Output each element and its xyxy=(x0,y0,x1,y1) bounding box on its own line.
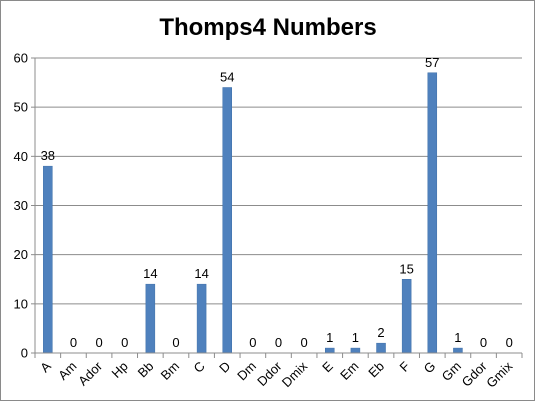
y-axis-ticks: 0 10 20 30 40 50 60 xyxy=(14,51,35,361)
x-tick-label: Bm xyxy=(158,359,182,383)
x-tick-label: Ddor xyxy=(254,358,285,389)
gridlines xyxy=(35,57,522,305)
data-label: 1 xyxy=(326,330,333,345)
x-tick-label: Dmix xyxy=(279,358,311,390)
y-tick-label: 40 xyxy=(14,149,28,164)
data-label: 0 xyxy=(480,335,487,350)
x-tick-label: Gmix xyxy=(483,358,515,390)
x-tick-label: E xyxy=(319,358,336,375)
data-label: 0 xyxy=(301,335,308,350)
x-tick-label: F xyxy=(397,358,413,374)
bars xyxy=(43,72,463,354)
data-label: 0 xyxy=(275,335,282,350)
bar-d xyxy=(222,87,232,354)
data-label: 0 xyxy=(70,335,77,350)
y-tick-label: 50 xyxy=(14,100,28,115)
bar-e xyxy=(325,347,335,354)
bar-em xyxy=(350,347,361,354)
data-label: 38 xyxy=(41,148,55,163)
y-tick-label: 20 xyxy=(14,247,28,262)
x-tick-label: Ador xyxy=(75,358,105,388)
data-label: 1 xyxy=(454,330,461,345)
bar-f xyxy=(401,279,412,354)
data-label: 14 xyxy=(194,266,208,281)
bar-eb xyxy=(376,342,386,354)
x-tick-label: Hp xyxy=(108,359,130,381)
bar-c xyxy=(196,283,207,354)
data-label: 0 xyxy=(172,335,179,350)
x-tick-label: Bb xyxy=(135,359,157,381)
y-tick-label: 60 xyxy=(14,51,28,66)
data-label: 0 xyxy=(95,335,102,350)
chart-title: Thomps4 Numbers xyxy=(159,14,376,41)
x-tick-label: C xyxy=(190,359,207,376)
data-label: 14 xyxy=(143,266,157,281)
data-labels: 38 0 0 0 14 0 14 54 0 0 0 1 1 2 15 57 1 0 0 xyxy=(41,55,513,350)
data-label: 0 xyxy=(506,335,513,350)
x-tick-label: Gdor xyxy=(459,358,491,390)
data-label: 0 xyxy=(249,335,256,350)
bar-gm xyxy=(453,347,463,354)
data-label: 0 xyxy=(121,335,128,350)
bar-a xyxy=(43,165,53,354)
x-tick-label: G xyxy=(421,359,439,377)
data-label: 57 xyxy=(425,55,439,70)
bar-bb xyxy=(145,283,156,354)
bar-g xyxy=(427,72,438,354)
x-tick-label: Eb xyxy=(365,359,387,381)
data-label: 15 xyxy=(399,261,413,276)
x-tick-label: A xyxy=(37,358,54,375)
y-tick-label: 10 xyxy=(14,296,28,311)
x-tick-label: Em xyxy=(337,359,361,383)
x-tick-label: D xyxy=(216,359,233,376)
data-label: 54 xyxy=(220,70,234,85)
data-label: 1 xyxy=(352,330,359,345)
data-label: 2 xyxy=(377,325,384,340)
y-tick-label: 0 xyxy=(21,346,28,361)
y-tick-label: 30 xyxy=(14,198,28,213)
